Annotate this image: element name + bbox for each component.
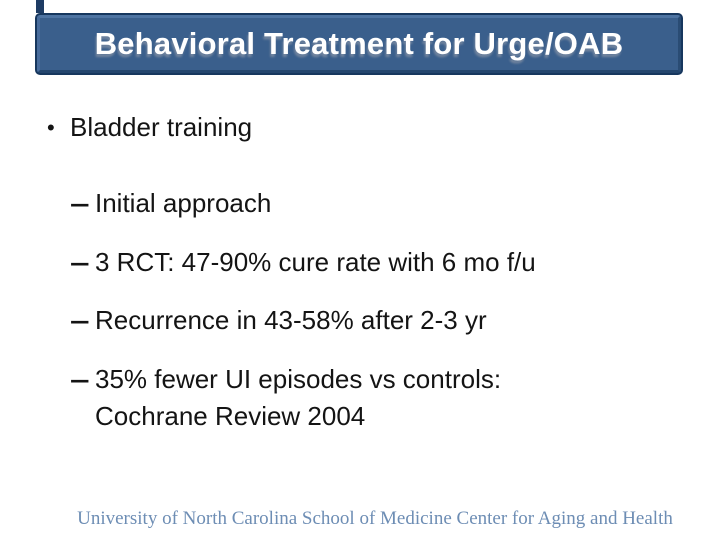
dash-marker: – — [70, 364, 90, 394]
sub-bullet-line-1: 35% fewer UI episodes vs controls: — [95, 364, 502, 394]
dash-marker: – — [70, 305, 90, 335]
sub-bullet-text: Recurrence in 43-58% after 2-3 yr — [95, 305, 487, 335]
sub-bullet-item: – Initial approach — [70, 185, 271, 222]
dash-marker: – — [70, 247, 90, 277]
sub-bullet-item: – 3 RCT: 47-90% cure rate with 6 mo f/u — [70, 244, 536, 281]
footer-credit: University of North Carolina School of M… — [77, 508, 673, 529]
bullet-dot-marker: • — [47, 115, 55, 140]
sub-bullet-item: – 35% fewer UI episodes vs controls: Coc… — [70, 361, 501, 435]
slide-title: Behavioral Treatment for Urge/OAB — [94, 26, 624, 61]
title-bar: Behavioral Treatment for Urge/OAB — [35, 13, 683, 75]
sub-bullet-text: 3 RCT: 47-90% cure rate with 6 mo f/u — [95, 247, 536, 277]
corner-mark — [36, 0, 44, 13]
title-bar-face: Behavioral Treatment for Urge/OAB — [37, 15, 681, 73]
sub-bullet-item: – Recurrence in 43-58% after 2-3 yr — [70, 302, 487, 339]
sub-bullet-text: Initial approach — [95, 188, 272, 218]
sub-bullet-line-2: Cochrane Review 2004 — [95, 401, 366, 431]
bullet-item: • Bladder training — [47, 109, 252, 146]
dash-marker: – — [70, 188, 90, 218]
bullet-text: Bladder training — [70, 112, 253, 142]
sub-bullet-text: 35% fewer UI episodes vs controls: Cochr… — [95, 361, 501, 435]
